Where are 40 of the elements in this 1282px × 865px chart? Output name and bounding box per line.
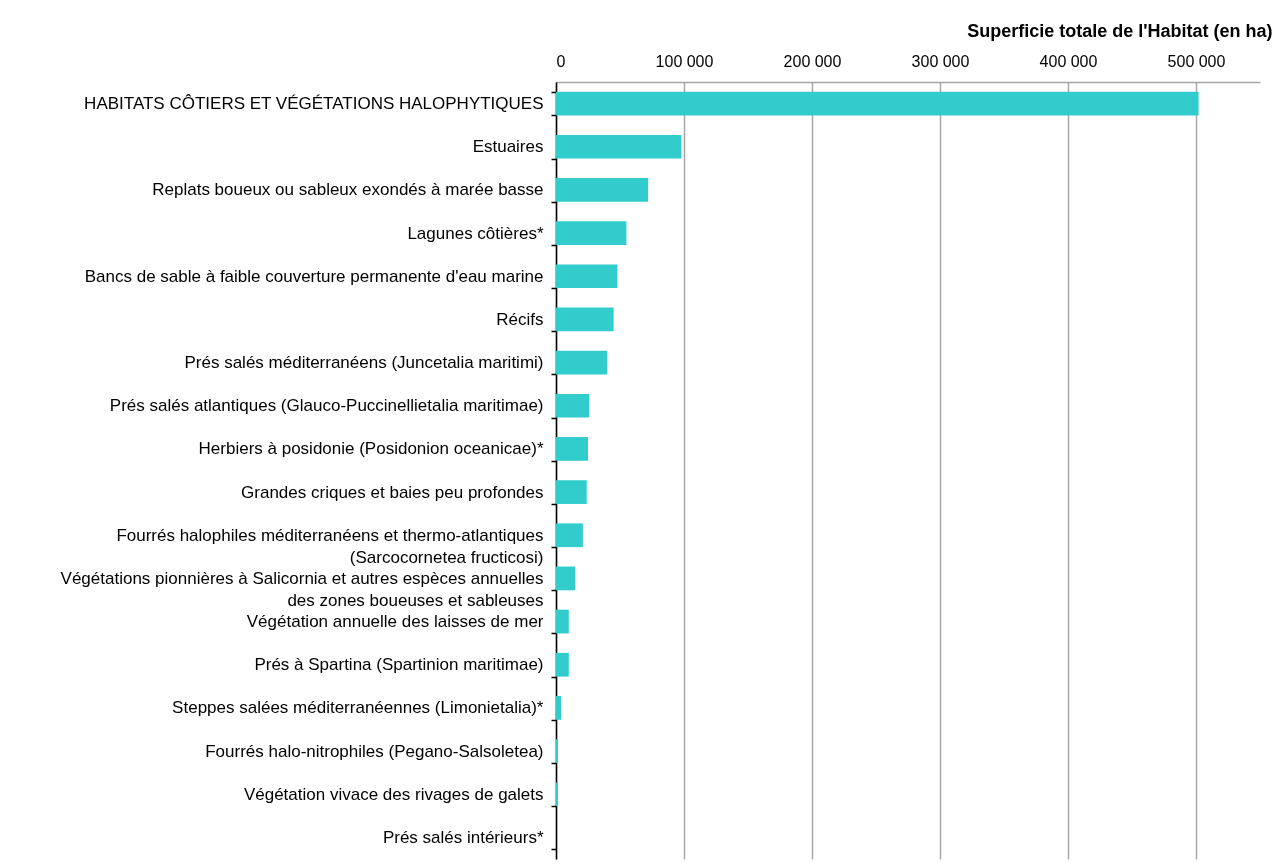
- bar: [556, 264, 618, 289]
- bar: [556, 480, 587, 504]
- bar: [556, 566, 576, 591]
- y-tick-label: Lagunes côtières*: [407, 223, 544, 243]
- bar: [556, 696, 562, 720]
- y-tick-label: Végétation annuelle des laisses de mer: [246, 612, 544, 632]
- y-tick-label: Prés salés méditerranéens (Juncetalia maritimi): [184, 353, 544, 373]
- bar: [556, 91, 1199, 116]
- y-tick-label: Steppes salées méditerranéennes (Limonietalia)*: [172, 698, 544, 718]
- x-tick-label: 200 000: [783, 52, 842, 70]
- bar: [556, 178, 649, 202]
- bar: [556, 609, 569, 634]
- x-tick-label: 400 000: [1039, 52, 1098, 70]
- y-tick-label: HABITATS CÔTIERS ET VÉGÉTATIONS HALOPHYTIQUES: [84, 94, 544, 114]
- y-tick-label: Prés salés intérieurs*: [382, 827, 544, 847]
- y-tick-label: Estuaires: [472, 137, 544, 157]
- y-tick-label: Grandes criques et baies peu profondes: [241, 482, 544, 502]
- y-tick-label: Replats boueux ou sableux exondés à marée basse: [152, 180, 544, 200]
- x-tick-label: 100 000: [655, 52, 714, 70]
- y-tick-label: Végétation vivace des rivages de galets: [243, 784, 544, 804]
- x-tick-label: 500 000: [1167, 52, 1226, 70]
- y-tick-label: Végétations pionnières à Salicornia et autres espèces annuelles des zones boueuses et sableuses: [60, 568, 544, 610]
- y-tick-label: Fourrés halophiles méditerranéens et thermo-atlantiques (Sarcocornetea fructicosi): [116, 525, 544, 567]
- bar: [556, 393, 590, 418]
- y-tick-label: Récifs: [496, 309, 544, 329]
- y-tick-label: Fourrés halo-nitrophiles (Pegano-Salsoletea): [205, 741, 544, 761]
- y-tick-label: Herbiers à posidonie (Posidonion oceanicae)*: [198, 439, 544, 459]
- bar: [556, 307, 614, 332]
- bar: [556, 652, 569, 677]
- bar: [556, 437, 588, 461]
- y-tick-label: Prés salés atlantiques (Glauco-Puccinellietalia maritimae): [109, 396, 544, 416]
- bar: [556, 221, 627, 245]
- y-tick-label: Prés à Spartina (Spartinion maritimae): [254, 655, 544, 675]
- bar: [556, 523, 583, 548]
- x-tick-label: 0: [556, 52, 566, 70]
- y-tick-label: Bancs de sable à faible couverture permanente d'eau marine: [84, 266, 544, 286]
- bar: [556, 134, 682, 159]
- x-axis-title: Superficie totale de l'Habitat (en ha): [967, 20, 1273, 41]
- bar: [556, 350, 608, 375]
- x-tick-label: 300 000: [911, 52, 970, 70]
